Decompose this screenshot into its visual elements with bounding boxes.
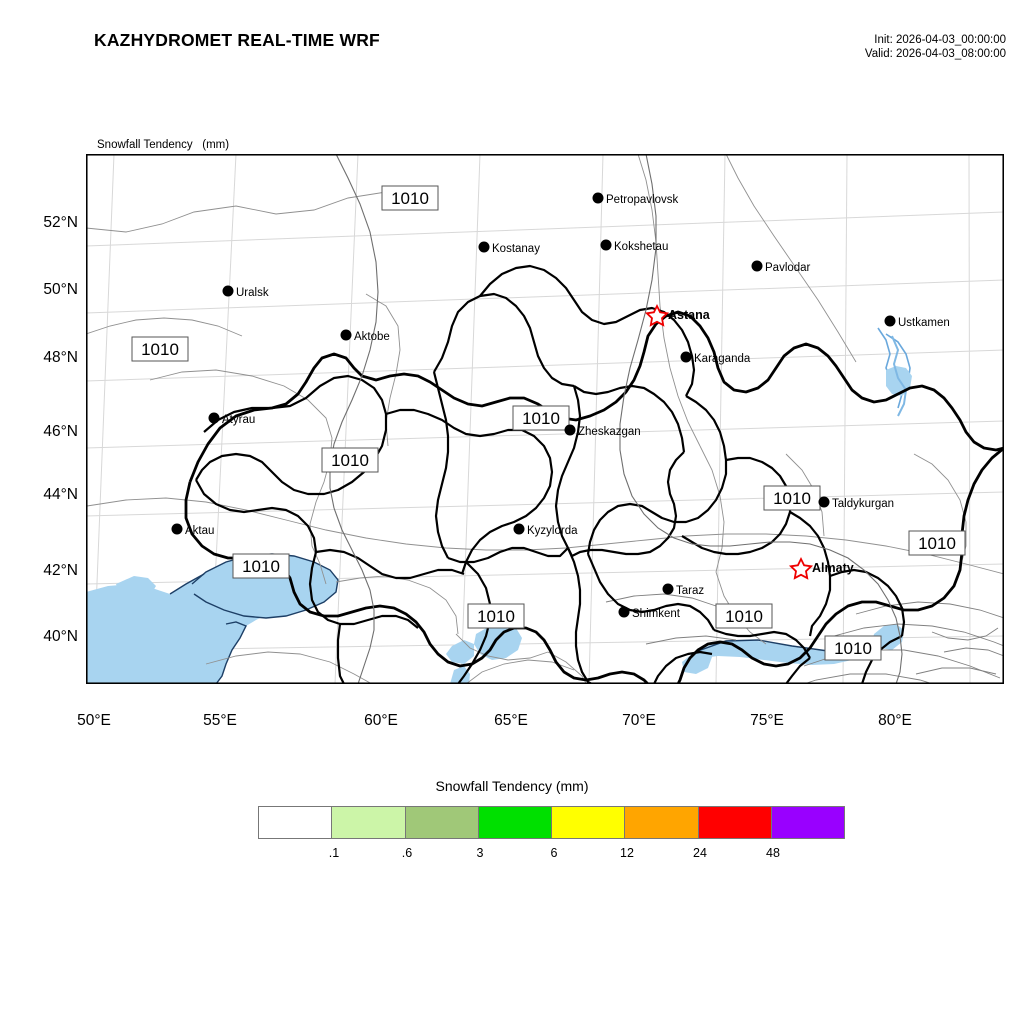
lat-tick-50: 50°N <box>43 281 78 298</box>
isobar-label: 1010 <box>232 553 290 579</box>
isobar-label: 1010 <box>381 185 439 211</box>
svg-text:1010: 1010 <box>918 534 956 553</box>
lon-tick-70: 70°E <box>622 712 656 729</box>
lon-tick-60: 60°E <box>364 712 398 729</box>
isobar-label: 1010 <box>131 336 189 362</box>
water-bodies <box>86 554 522 684</box>
svg-text:Astana: Astana <box>668 308 711 322</box>
lat-tick-52: 52°N <box>43 214 78 231</box>
isobar-label: 1010 <box>763 485 821 511</box>
city-aktobe: Aktobe <box>340 329 390 343</box>
svg-text:1010: 1010 <box>834 639 872 658</box>
lat-tick-48: 48°N <box>43 349 78 366</box>
colorbar-cell-3 <box>478 807 552 838</box>
colorbar-title: Snowfall Tendency (mm) <box>435 778 589 794</box>
lon-tick-80: 80°E <box>878 712 912 729</box>
valid-time: Valid: 2026-04-03_08:00:00 <box>864 48 1006 60</box>
city-karaganda: Karaganda <box>680 351 751 365</box>
city-astana: Astana <box>644 303 711 327</box>
page-title: KAZHYDROMET REAL-TIME WRF <box>94 30 380 50</box>
svg-text:Uralsk: Uralsk <box>236 287 269 299</box>
svg-text:Aktau: Aktau <box>185 525 214 537</box>
city-taldykurgan: Taldykurgan <box>818 496 894 510</box>
oblast-borders <box>195 264 906 684</box>
city-taraz: Taraz <box>662 583 704 597</box>
city-kostanay: Kostanay <box>478 241 540 255</box>
city-zheskazgan: Zheskazgan <box>564 424 641 438</box>
svg-text:Karaganda: Karaganda <box>694 353 751 365</box>
svg-text:Pavlodar: Pavlodar <box>765 262 811 274</box>
isobar-labels: 1010 1010 1010 1010 1010 1010 1010 1010 … <box>131 185 966 661</box>
colorbar-cell-1 <box>332 807 406 838</box>
svg-text:1010: 1010 <box>242 557 280 576</box>
svg-text:Kostanay: Kostanay <box>492 243 540 255</box>
city-kyzylorda: Kyzylorda <box>513 523 578 537</box>
init-time: Init: 2026-04-03_00:00:00 <box>874 34 1006 46</box>
svg-text:Zheskazgan: Zheskazgan <box>578 426 641 438</box>
lat-tick-40: 40°N <box>43 628 78 645</box>
lon-tick-75: 75°E <box>750 712 784 729</box>
city-shimkent: Shimkent <box>618 606 681 620</box>
svg-text:1010: 1010 <box>331 451 369 470</box>
svg-text:1010: 1010 <box>141 340 179 359</box>
colorbar-cell-7 <box>771 807 844 838</box>
isobar-label: 1010 <box>467 603 525 629</box>
svg-text:Almaty: Almaty <box>812 561 854 575</box>
colorbar-tick-5: 24 <box>693 846 707 860</box>
isobar-label: 1010 <box>824 635 882 661</box>
isobar-label: 1010 <box>321 447 379 473</box>
svg-text:1010: 1010 <box>391 189 429 208</box>
variable-line-snowfall: Snowfall Tendency (mm) <box>97 139 230 151</box>
city-almaty: Almaty <box>788 556 854 580</box>
capital-markers: Astana Almaty <box>644 303 854 580</box>
city-kokshetau: Kokshetau <box>600 239 668 253</box>
isobar-label: 1010 <box>512 405 570 431</box>
svg-text:Atyrau: Atyrau <box>222 414 255 426</box>
svg-text:1010: 1010 <box>477 607 515 626</box>
city-petropavlovsk: Petropavlovsk <box>592 192 678 206</box>
svg-text:Kokshetau: Kokshetau <box>614 241 668 253</box>
colorbar-tick-0: .1 <box>328 846 340 860</box>
colorbar-cell-6 <box>698 807 772 838</box>
lon-tick-65: 65°E <box>494 712 528 729</box>
svg-text:Shimkent: Shimkent <box>632 608 681 620</box>
colorbar-ticks: .1 .6 3 6 12 24 48 <box>258 846 845 866</box>
svg-text:1010: 1010 <box>725 607 763 626</box>
svg-text:Taraz: Taraz <box>676 585 704 597</box>
svg-text:1010: 1010 <box>522 409 560 428</box>
colorbar-tick-1: .6 <box>401 846 413 860</box>
lon-tick-55: 55°E <box>203 712 237 729</box>
run-time-block: Init: 2026-04-03_00:00:00 Valid: 2026-04… <box>865 33 1006 61</box>
colorbar <box>258 806 845 839</box>
svg-text:Petropavlovsk: Petropavlovsk <box>606 194 678 206</box>
city-atyrau: Atyrau <box>208 412 255 426</box>
colorbar-cell-4 <box>552 807 626 838</box>
lat-tick-44: 44°N <box>43 486 78 503</box>
svg-text:Taldykurgan: Taldykurgan <box>832 498 894 510</box>
city-aktau: Aktau <box>171 523 214 537</box>
colorbar-cell-0 <box>259 807 333 838</box>
svg-text:Aktobe: Aktobe <box>354 331 390 343</box>
zaysan-river <box>891 335 908 417</box>
city-pavlodar: Pavlodar <box>751 260 811 274</box>
colorbar-tick-2: 3 <box>476 846 484 860</box>
lon-tick-50: 50°E <box>77 712 111 729</box>
svg-text:1010: 1010 <box>773 489 811 508</box>
lat-tick-42: 42°N <box>43 562 78 579</box>
map-panel: 1010 1010 1010 1010 1010 1010 1010 1010 … <box>86 154 1004 684</box>
isobar-label: 1010 <box>908 530 966 556</box>
svg-text:Kyzylorda: Kyzylorda <box>527 525 578 537</box>
isobar-label: 1010 <box>715 603 773 629</box>
city-ustkamen: Ustkamen <box>884 315 950 329</box>
colorbar-cell-2 <box>405 807 479 838</box>
colorbar-cell-5 <box>625 807 699 838</box>
colorbar-tick-6: 48 <box>766 846 780 860</box>
city-uralsk: Uralsk <box>222 285 269 299</box>
colorbar-tick-4: 12 <box>620 846 634 860</box>
svg-text:Ustkamen: Ustkamen <box>898 317 950 329</box>
city-markers: Petropavlovsk Kostanay Kokshetau Pavloda… <box>171 192 950 620</box>
colorbar-tick-3: 6 <box>550 846 558 860</box>
lat-tick-46: 46°N <box>43 423 78 440</box>
